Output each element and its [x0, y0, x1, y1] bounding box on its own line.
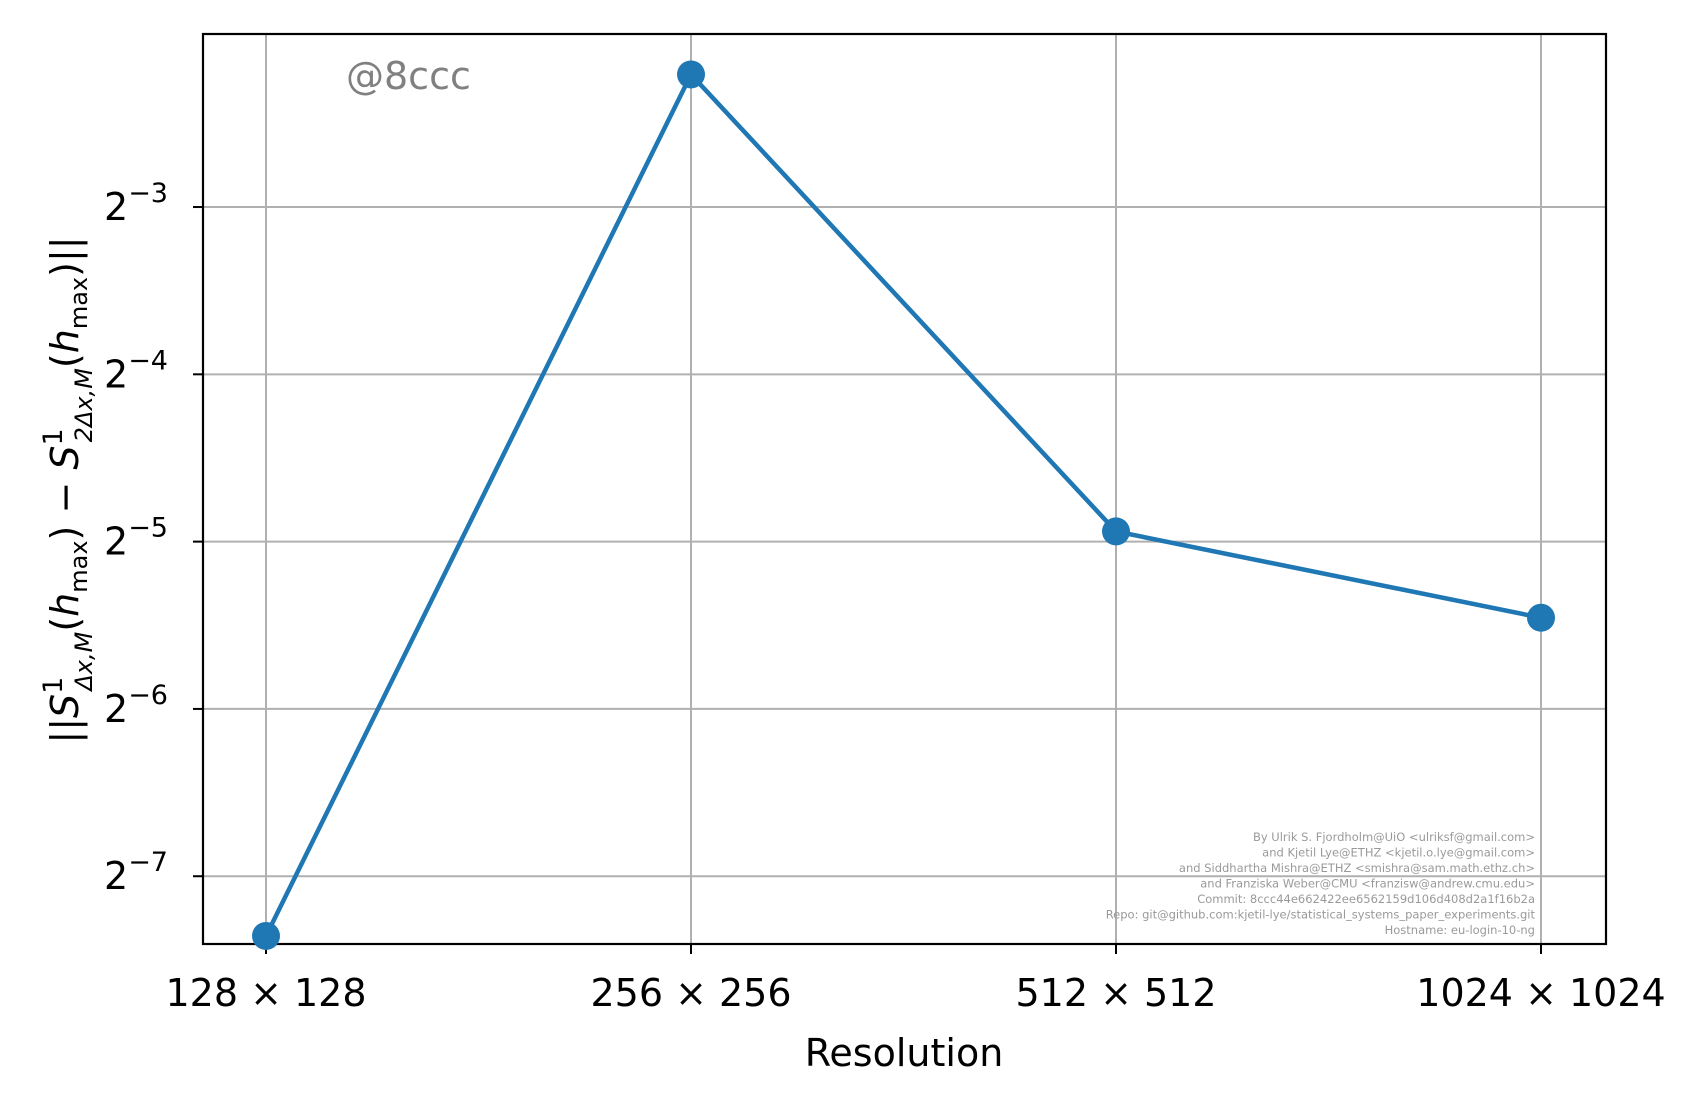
watermark: @8ccc: [346, 54, 471, 98]
x-tick-label: 1024 × 1024: [1416, 971, 1665, 1015]
x-tick-label: 512 × 512: [1015, 971, 1216, 1015]
data-point: [677, 60, 705, 89]
credit-line: Repo: git@github.com:kjetil-lye/statisti…: [1106, 908, 1536, 922]
data-series: [252, 60, 1555, 950]
x-tick-label: 256 × 256: [590, 971, 791, 1015]
grid: [203, 34, 1606, 944]
y-tick-label: 2−6: [104, 680, 168, 731]
y-tick-label: 2−7: [104, 847, 168, 898]
plot-area-frame: [201, 32, 1608, 946]
data-point: [1527, 603, 1555, 632]
y-axis-ticks: 2−7 2−6 2−5 2−4 2−3: [104, 178, 203, 898]
credit-line: and Siddhartha Mishra@ETHZ <smishra@sam.…: [1179, 861, 1535, 875]
x-axis-ticks: 128 × 128 256 × 256 512 × 512 1024 × 1024: [165, 944, 1666, 1015]
x-tick-label: 128 × 128: [165, 971, 366, 1015]
credit-line: and Kjetil Lye@ETHZ <kjetil.o.lye@gmail.…: [1262, 846, 1535, 860]
data-point: [252, 921, 280, 950]
credit-line: By Ulrik S. Fjordholm@UiO <ulriksf@gmail…: [1253, 830, 1535, 844]
y-tick-label: 2−3: [104, 178, 168, 229]
credit-line: and Franziska Weber@CMU <franzisw@andrew…: [1200, 877, 1535, 891]
x-axis-label: Resolution: [805, 1031, 1004, 1075]
y-tick-label: 2−5: [104, 513, 168, 564]
y-tick-label: 2−4: [104, 345, 168, 396]
data-point: [1102, 517, 1130, 546]
y-axis-label: ||S1Δx,M(hmax) − S12Δx,M(hmax)||: [38, 236, 98, 743]
credits-block: By Ulrik S. Fjordholm@UiO <ulriksf@gmail…: [1106, 830, 1536, 937]
credit-line: Commit: 8ccc44e662422ee6562159d106d408d2…: [1197, 892, 1535, 906]
credit-line: Hostname: eu-login-10-ng: [1385, 923, 1535, 937]
series-line: [263, 72, 1542, 937]
